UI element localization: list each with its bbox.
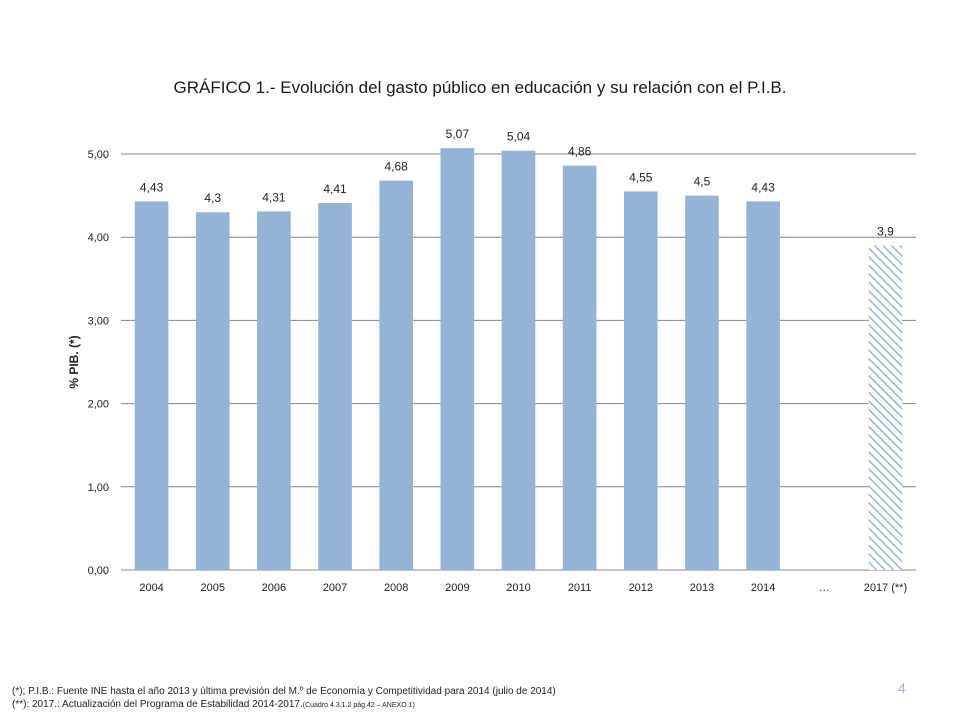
data-label-12: 3,9	[877, 225, 894, 239]
data-label-4: 4,68	[385, 160, 409, 174]
data-label-8: 4,55	[629, 170, 653, 184]
bar-2017	[868, 245, 903, 570]
y-axis-title: % PIB. (*)	[67, 335, 81, 388]
y-tick-label-4: 4,00	[88, 232, 109, 244]
footnote-2017-small: (Cuadro 4.3.1.2 pág.42 – ANEXO 1)	[302, 702, 415, 709]
y-tick-label-1: 1,00	[88, 482, 109, 494]
data-label-6: 5,04	[507, 130, 531, 144]
bar-2007	[318, 203, 352, 570]
y-tick-label-3: 3,00	[88, 315, 109, 327]
bar-2006	[257, 211, 291, 570]
x-tick-label-9: 2013	[690, 582, 714, 594]
x-tick-label-10: 2014	[751, 582, 775, 594]
footnote-2017-main: (**): 2017.: Actualización del Programa …	[12, 699, 303, 710]
bar-2010	[501, 150, 536, 570]
bar-2008	[379, 180, 414, 570]
y-tick-label-5: 5,00	[88, 149, 109, 161]
chart-title: GRÁFICO 1.- Evolución del gasto público …	[173, 78, 787, 97]
data-label-2: 4,31	[262, 190, 286, 204]
data-label-10: 4,43	[751, 180, 775, 194]
x-tick-label-5: 2009	[445, 582, 469, 594]
x-tick-label-6: 2010	[506, 582, 530, 594]
bar-2009	[440, 148, 475, 570]
bar-2005	[195, 212, 230, 571]
bar-2014	[746, 201, 780, 570]
data-label-7: 4,86	[568, 145, 592, 159]
data-label-0: 4,43	[140, 180, 164, 194]
data-label-1: 4,3	[204, 191, 221, 205]
data-label-5: 5,07	[446, 127, 470, 141]
x-tick-label-8: 2012	[629, 582, 653, 594]
bar-2004	[134, 201, 169, 570]
x-tick-label-1: 2005	[200, 582, 224, 594]
footnote-pib-source-text: (*); P.I.B.: Fuente INE hasta el año 201…	[12, 686, 556, 697]
bar-2011	[562, 165, 597, 570]
x-tick-label-11: …	[819, 582, 830, 594]
x-tick-label-12: 2017 (**)	[864, 582, 907, 594]
y-tick-label-0: 0,00	[88, 565, 109, 577]
footnote-2017-source: (**): 2017.: Actualización del Programa …	[12, 699, 415, 710]
footnote-pib-source: (*); P.I.B.: Fuente INE hasta el año 201…	[12, 686, 556, 697]
x-tick-label-0: 2004	[139, 582, 163, 594]
x-tick-label-7: 2011	[568, 582, 592, 594]
bar-2012	[623, 191, 658, 570]
data-label-9: 4,5	[694, 175, 711, 189]
x-tick-label-3: 2007	[323, 582, 347, 594]
x-tick-label-2: 2006	[262, 582, 286, 594]
bar-2013	[685, 195, 719, 570]
page-number: 4	[898, 680, 906, 696]
data-label-3: 4,41	[323, 182, 347, 196]
y-tick-label-2: 2,00	[88, 399, 109, 411]
x-tick-label-4: 2008	[384, 582, 408, 594]
